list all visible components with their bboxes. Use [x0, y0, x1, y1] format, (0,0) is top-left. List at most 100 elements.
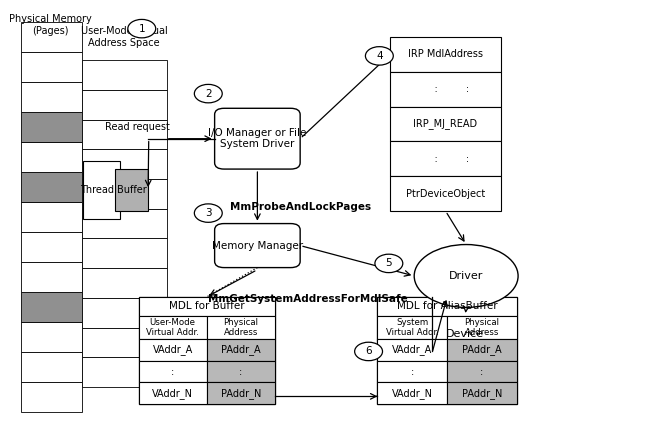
Bar: [82, 238, 167, 268]
Bar: [82, 90, 167, 119]
Bar: [21, 142, 82, 172]
Text: PAddr_N: PAddr_N: [220, 388, 261, 398]
Bar: [378, 297, 517, 316]
Text: 2: 2: [205, 89, 212, 99]
Bar: [138, 361, 207, 382]
Text: :         :: : :: [422, 154, 469, 164]
FancyBboxPatch shape: [214, 224, 300, 268]
Bar: [82, 327, 167, 357]
Circle shape: [128, 19, 156, 38]
Bar: [82, 119, 167, 149]
Bar: [82, 60, 167, 90]
Bar: [21, 202, 82, 232]
Text: :: :: [480, 366, 484, 376]
Text: MmGetSystemAddressForMdlSafe: MmGetSystemAddressForMdlSafe: [208, 294, 408, 304]
Text: :: :: [239, 366, 242, 376]
Text: PtrDeviceObject: PtrDeviceObject: [406, 189, 485, 199]
Bar: [21, 262, 82, 292]
Bar: [21, 52, 82, 82]
FancyBboxPatch shape: [214, 108, 300, 169]
Bar: [447, 361, 517, 382]
Bar: [21, 82, 82, 112]
Text: Buffer: Buffer: [117, 185, 146, 195]
Text: 4: 4: [376, 51, 383, 61]
Bar: [390, 176, 501, 211]
Bar: [378, 297, 517, 404]
Circle shape: [194, 204, 222, 222]
Bar: [82, 298, 167, 327]
Text: Driver: Driver: [449, 271, 484, 281]
Text: MmProbeAndLockPages: MmProbeAndLockPages: [231, 202, 372, 212]
Bar: [447, 339, 517, 361]
Bar: [21, 352, 82, 382]
Text: User-Mode Virtual
Address Space: User-Mode Virtual Address Space: [81, 26, 168, 48]
Text: :         :: : :: [422, 84, 469, 94]
Bar: [207, 361, 275, 382]
Text: Read request: Read request: [105, 122, 170, 132]
Bar: [138, 382, 207, 404]
Circle shape: [194, 84, 222, 103]
Text: 5: 5: [385, 258, 392, 268]
Bar: [21, 382, 82, 412]
Text: User-Mode
Virtual Addr.: User-Mode Virtual Addr.: [146, 318, 199, 337]
Bar: [21, 22, 82, 52]
Text: Memory Manager: Memory Manager: [212, 241, 303, 251]
Bar: [378, 361, 447, 382]
Bar: [207, 339, 275, 361]
Text: IRP MdlAddress: IRP MdlAddress: [408, 49, 483, 60]
Text: PAddr_A: PAddr_A: [462, 344, 502, 355]
Text: PAddr_N: PAddr_N: [462, 388, 502, 398]
Text: Physical Memory
(Pages): Physical Memory (Pages): [8, 14, 91, 35]
Bar: [390, 37, 501, 72]
Bar: [207, 382, 275, 404]
Text: System
Virtual Addr.: System Virtual Addr.: [386, 318, 439, 337]
Bar: [82, 209, 167, 238]
Bar: [82, 357, 167, 387]
Text: Thread: Thread: [80, 185, 114, 195]
Bar: [21, 172, 82, 202]
Bar: [138, 297, 275, 316]
Bar: [115, 169, 148, 211]
Bar: [21, 322, 82, 352]
Bar: [21, 112, 82, 142]
Text: Physical
Address: Physical Address: [465, 318, 499, 337]
Bar: [390, 72, 501, 107]
Text: Device: Device: [446, 329, 484, 338]
Bar: [390, 107, 501, 141]
Text: VAddr_N: VAddr_N: [392, 388, 433, 398]
Bar: [138, 339, 207, 361]
Text: PAddr_A: PAddr_A: [221, 344, 261, 355]
Text: 6: 6: [365, 346, 372, 357]
Circle shape: [375, 254, 403, 273]
Bar: [82, 268, 167, 298]
Text: 3: 3: [205, 208, 212, 218]
Bar: [378, 382, 447, 404]
Circle shape: [365, 47, 393, 65]
Text: MDL for Buffer: MDL for Buffer: [169, 301, 244, 311]
Bar: [21, 292, 82, 322]
Bar: [207, 316, 275, 339]
Bar: [138, 316, 207, 339]
Text: :: :: [171, 366, 174, 376]
Text: I/O Manager or File
System Driver: I/O Manager or File System Driver: [208, 128, 307, 149]
Text: IRP_MJ_READ: IRP_MJ_READ: [413, 119, 478, 130]
Bar: [378, 339, 447, 361]
Text: 1: 1: [138, 24, 145, 34]
Text: MDL for AliasBuffer: MDL for AliasBuffer: [397, 301, 497, 311]
Bar: [21, 232, 82, 262]
Text: VAddr_N: VAddr_N: [152, 388, 193, 398]
Bar: [82, 149, 167, 179]
Text: Physical
Address: Physical Address: [223, 318, 258, 337]
Bar: [390, 141, 501, 176]
Bar: [83, 161, 120, 219]
Bar: [447, 316, 517, 339]
Bar: [378, 316, 447, 339]
Text: VAddr_A: VAddr_A: [153, 344, 193, 355]
Bar: [82, 179, 167, 209]
Text: :: :: [411, 366, 414, 376]
Ellipse shape: [414, 244, 518, 307]
Bar: [447, 382, 517, 404]
Circle shape: [355, 342, 382, 361]
Bar: [426, 316, 505, 352]
Text: VAddr_A: VAddr_A: [392, 344, 432, 355]
